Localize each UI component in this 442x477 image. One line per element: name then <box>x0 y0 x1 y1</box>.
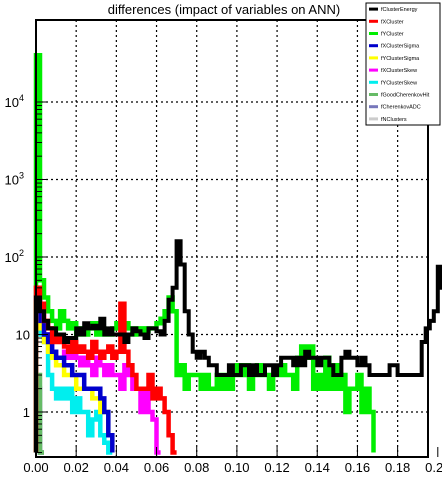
y-tick-label: 10 <box>16 328 30 343</box>
legend-label: fYCluster <box>381 32 404 38</box>
legend-label: fYClusterSkew <box>381 80 417 86</box>
x-tick-label: 0.16 <box>345 460 370 475</box>
legend: fClusterEnergy fXCluster fYCluster fXCluste… <box>365 2 441 126</box>
legend-label: fXClusterSigma <box>381 44 420 50</box>
legend-box <box>365 2 441 126</box>
x-tick-label: 0.14 <box>305 460 330 475</box>
x-tick-label: 0.18 <box>385 460 410 475</box>
legend-label: fNClusters <box>381 117 407 123</box>
series-line-fXCluster <box>33 285 177 455</box>
chart-title: differences (impact of variables on ANN) <box>108 2 340 17</box>
legend-label: fGoodCherenkovHit <box>381 93 430 99</box>
series-line-fClusterEnergy <box>34 239 442 453</box>
series-line-fYCluster <box>33 53 376 453</box>
x-tick-label: 0.10 <box>224 460 249 475</box>
y-tick-label: 1 <box>23 405 30 420</box>
x-tick-label: 0.04 <box>104 460 129 475</box>
legend-label: fXClusterSkew <box>381 68 417 74</box>
legend-label: fClusterEnergy <box>381 7 418 13</box>
x-tick-label: 0.08 <box>184 460 209 475</box>
plot-frame <box>35 19 429 458</box>
legend-label: fCherenkovADC <box>381 105 421 111</box>
x-tick-label: 0.02 <box>64 460 89 475</box>
legend-label: fXCluster <box>381 19 404 25</box>
x-tick-label: 0.20 <box>425 460 442 475</box>
x-tick-label: 0.00 <box>23 460 48 475</box>
x-tick-label: 0.12 <box>264 460 289 475</box>
legend-label: fYClusterSigma <box>381 56 420 62</box>
x-tick-label: 0.06 <box>144 460 169 475</box>
